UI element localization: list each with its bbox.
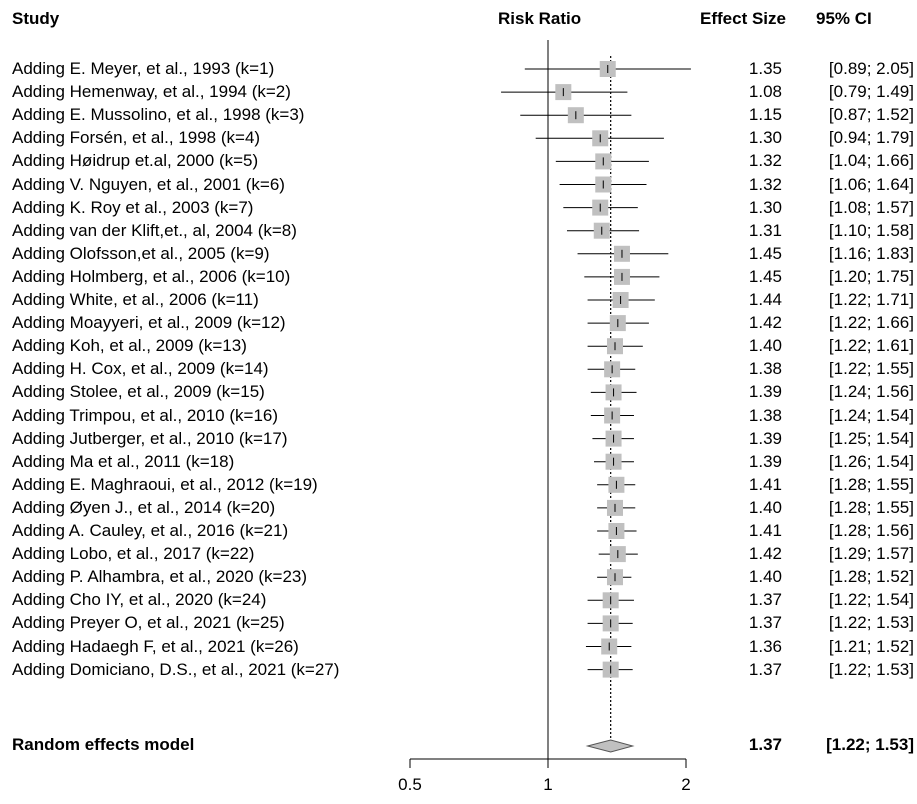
study-label: Adding Hemenway, et al., 1994 (k=2) (12, 82, 291, 102)
x-tick-label: 0.5 (398, 775, 422, 794)
ci-value: [1.28; 1.55] (828, 474, 914, 494)
study-label: Adding E. Mussolino, et al., 1998 (k=3) (12, 105, 305, 125)
ci-value: [1.20; 1.75] (828, 266, 914, 286)
study-label: Adding E. Meyer, et al., 1993 (k=1) (12, 59, 275, 78)
ci-value: [1.26; 1.54] (828, 451, 914, 471)
effect-size-value: 1.45 (748, 266, 782, 286)
effect-size-value: 1.30 (748, 197, 782, 217)
ci-value: [1.24; 1.54] (828, 405, 914, 425)
study-label: Adding Moayyeri, et al., 2009 (k=12) (12, 313, 286, 333)
effect-size-value: 1.39 (748, 382, 782, 402)
ci-value: [1.08; 1.57] (828, 197, 914, 217)
ci-value: [1.22; 1.53] (828, 613, 914, 633)
ci-value: [0.89; 2.05] (828, 59, 914, 78)
effect-size-value: 1.39 (748, 451, 782, 471)
study-label: Adding Ma et al., 2011 (k=18) (12, 451, 235, 471)
ci-value: [1.21; 1.52] (828, 636, 914, 656)
effect-size-value: 1.35 (748, 59, 782, 78)
effect-size-value: 1.37 (748, 613, 782, 633)
study-label: Adding A. Cauley, et al., 2016 (k=21) (12, 521, 289, 540)
ci-value: [1.28; 1.52] (828, 567, 914, 587)
effect-size-value: 1.39 (748, 428, 782, 448)
effect-size-value: 1.15 (748, 105, 782, 125)
study-label: Adding Trimpou, et al., 2010 (k=16) (12, 405, 279, 425)
summary-ci: [1.22; 1.53] (826, 735, 914, 754)
x-tick-label: 2 (681, 775, 691, 794)
effect-size-value: 1.45 (748, 243, 782, 263)
column-header-effect-size: Effect Size (700, 9, 786, 28)
column-header-ci: 95% CI (816, 9, 872, 28)
study-label: Adding Preyer O, et al., 2021 (k=25) (12, 613, 285, 633)
effect-size-value: 1.32 (748, 174, 782, 194)
study-label: Adding Jutberger, et al., 2010 (k=17) (12, 428, 288, 448)
effect-size-value: 1.37 (748, 590, 782, 610)
ci-value: [1.22; 1.53] (828, 659, 914, 679)
effect-size-value: 1.30 (748, 128, 782, 148)
ci-value: [1.06; 1.64] (828, 174, 914, 194)
ci-value: [1.24; 1.56] (828, 382, 914, 402)
effect-size-value: 1.32 (748, 151, 782, 171)
effect-size-value: 1.40 (748, 336, 782, 356)
study-label: Adding Stolee, et al., 2009 (k=15) (12, 382, 265, 402)
column-header-risk-ratio: Risk Ratio (498, 9, 582, 28)
ci-value: [1.28; 1.55] (828, 497, 914, 517)
ci-value: [0.79; 1.49] (828, 82, 914, 102)
study-label: Adding Øyen J., et al., 2014 (k=20) (12, 497, 276, 517)
study-label: Adding P. Alhambra, et al., 2020 (k=23) (12, 567, 308, 587)
study-label: Adding Olofsson,et al., 2005 (k=9) (12, 243, 270, 263)
study-label: Adding V. Nguyen, et al., 2001 (k=6) (12, 174, 285, 194)
ci-value: [0.94; 1.79] (828, 128, 914, 148)
effect-size-value: 1.36 (748, 636, 782, 656)
study-label: Adding Høidrup et.al, 2000 (k=5) (12, 151, 259, 171)
ci-value: [1.22; 1.55] (828, 359, 914, 379)
summary-diamond (585, 739, 635, 753)
effect-size-value: 1.42 (748, 313, 782, 333)
x-tick-label: 1 (543, 775, 553, 794)
ci-value: [1.22; 1.66] (828, 313, 914, 333)
effect-size-value: 1.41 (748, 474, 782, 494)
ci-value: [0.87; 1.52] (828, 105, 914, 125)
effect-size-value: 1.31 (748, 220, 782, 240)
study-label: Adding Domiciano, D.S., et al., 2021 (k=… (12, 659, 340, 679)
effect-size-value: 1.08 (748, 82, 782, 102)
ci-value: [1.22; 1.54] (828, 590, 914, 610)
summary-effect-size: 1.37 (748, 735, 782, 754)
study-label: Adding White, et al., 2006 (k=11) (12, 290, 259, 309)
study-label: Adding E. Maghraoui, et al., 2012 (k=19) (12, 474, 318, 494)
effect-size-value: 1.37 (748, 659, 782, 679)
ci-value: [1.22; 1.71] (828, 290, 914, 309)
study-label: Adding K. Roy et al., 2003 (k=7) (12, 197, 254, 217)
effect-size-value: 1.38 (748, 405, 782, 425)
ci-value: [1.22; 1.61] (828, 336, 914, 356)
ci-value: [1.28; 1.56] (828, 521, 914, 540)
effect-size-value: 1.41 (748, 521, 782, 540)
study-label: Adding Cho IY, et al., 2020 (k=24) (12, 590, 267, 610)
column-header-study: Study (12, 9, 60, 28)
effect-size-value: 1.40 (748, 497, 782, 517)
effect-size-value: 1.44 (748, 290, 782, 309)
study-label: Adding H. Cox, et al., 2009 (k=14) (12, 359, 269, 379)
ci-value: [1.16; 1.83] (828, 243, 914, 263)
effect-size-value: 1.40 (748, 567, 782, 587)
ci-value: [1.10; 1.58] (828, 220, 914, 240)
ci-value: [1.29; 1.57] (828, 544, 914, 564)
study-label: Adding Hadaegh F, et al., 2021 (k=26) (12, 636, 299, 656)
ci-value: [1.04; 1.66] (828, 151, 914, 171)
study-label: Adding van der Klift,et., al, 2004 (k=8) (12, 220, 297, 240)
effect-size-value: 1.38 (748, 359, 782, 379)
study-label: Adding Koh, et al., 2009 (k=13) (12, 336, 247, 356)
ci-value: [1.25; 1.54] (828, 428, 914, 448)
study-label: Adding Forsén, et al., 1998 (k=4) (12, 128, 261, 148)
effect-size-value: 1.42 (748, 544, 782, 564)
study-label: Adding Lobo, et al., 2017 (k=22) (12, 544, 255, 564)
summary-label: Random effects model (12, 735, 195, 754)
study-label: Adding Holmberg, et al., 2006 (k=10) (12, 266, 291, 286)
